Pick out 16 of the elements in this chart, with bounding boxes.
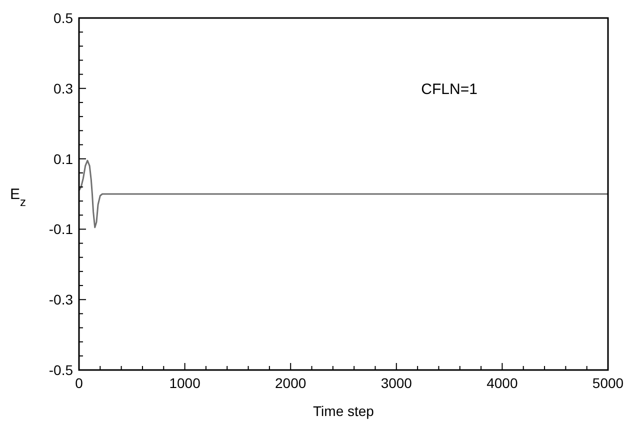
x-axis-title: Time step [313,403,374,419]
annotation: CFLN=1 [421,81,478,98]
x-tick-label: 0 [75,375,84,391]
x-tick-label: 3000 [380,375,412,391]
x-tick-label: 5000 [592,375,624,391]
y-tick-label: 0.3 [54,80,74,96]
y-tick-label: -0.3 [48,292,74,308]
x-tick-label: 2000 [275,375,306,391]
y-tick-label: 0.1 [54,150,74,167]
x-tick-label: 4000 [486,375,518,391]
y-tick-label: -0.5 [48,362,74,378]
y-tick-label: -0.1 [48,221,74,238]
x-tick-label: 1000 [169,375,201,391]
y-tick-label: 0.5 [54,10,74,26]
line-series [78,160,609,228]
y-axis-title: E$_{z}$ [10,186,26,209]
